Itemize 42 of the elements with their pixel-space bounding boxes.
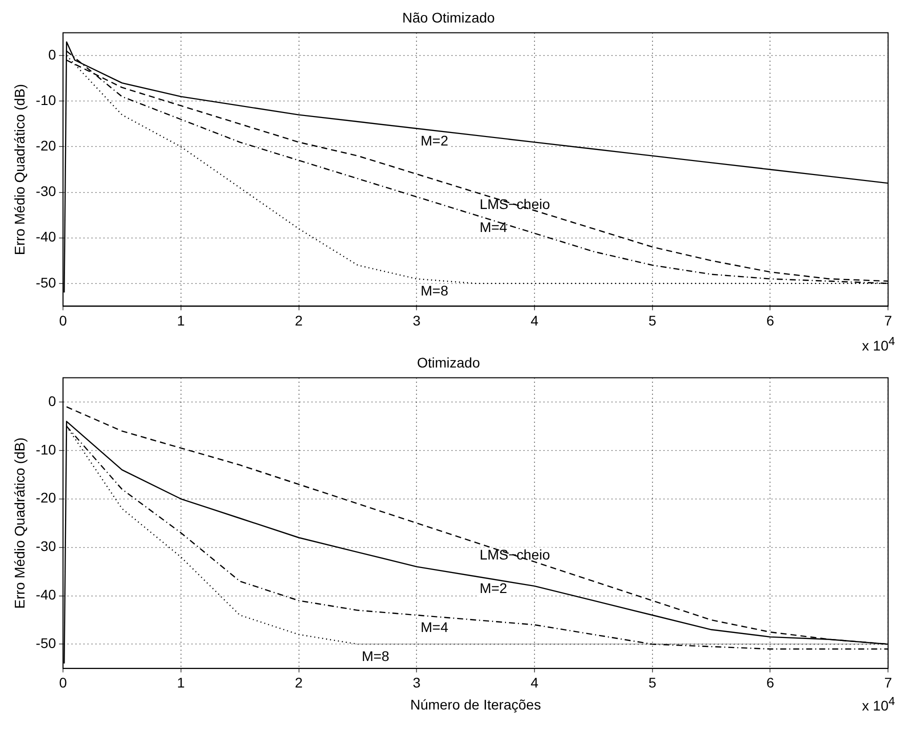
y-tick-label: -10 <box>36 441 56 458</box>
x-tick-label: 3 <box>412 312 421 328</box>
y-axis-title: Erro Médio Quadrático (dB) <box>11 438 28 609</box>
y-tick-label: -10 <box>36 92 56 108</box>
y-tick-label: -30 <box>36 538 56 554</box>
x-tick-label: 0 <box>59 674 68 691</box>
text: x 10$^{4}$ <box>862 335 895 354</box>
chart-title: Não Otimizado <box>402 9 496 26</box>
series-label: M=8 <box>362 648 390 664</box>
x-tick-label: 1 <box>177 674 186 691</box>
y-tick-label: 0 <box>48 46 56 62</box>
y-tick-label: -50 <box>36 274 56 290</box>
x-tick-label: 4 <box>530 674 539 691</box>
x-tick-label: 0 <box>59 312 68 328</box>
series-label: LMS−cheio <box>480 196 550 212</box>
series-label: M=8 <box>420 282 448 299</box>
x-tick-label: 4 <box>530 312 539 328</box>
x-tick-label: 3 <box>412 674 421 691</box>
chart-title: Otimizado <box>416 354 480 370</box>
y-tick-label: 0 <box>48 392 56 409</box>
x-tick-label: 6 <box>766 312 774 328</box>
y-tick-label: -40 <box>36 228 56 245</box>
y-tick-label: -40 <box>36 586 56 603</box>
y-tick-label: -20 <box>36 490 56 506</box>
series-label: M=2 <box>420 132 448 148</box>
x-tick-label: 1 <box>177 312 186 328</box>
text: x 10$^{4}$ <box>862 695 895 714</box>
y-tick-label: -50 <box>36 635 56 652</box>
y-tick-label: -20 <box>36 138 56 154</box>
x-tick-label: 5 <box>648 674 656 691</box>
x-tick-label: 2 <box>294 312 303 328</box>
y-tick-label: -30 <box>36 183 56 200</box>
y-axis-title: Erro Médio Quadrático (dB) <box>11 84 28 256</box>
x-tick-label: 2 <box>294 674 303 691</box>
x-tick-label: 7 <box>884 674 892 691</box>
x-tick-label: 6 <box>766 674 774 691</box>
x-tick-label: 7 <box>884 312 892 328</box>
x-tick-label: 5 <box>648 312 656 328</box>
series-label: M=4 <box>480 218 508 235</box>
series-label: M=4 <box>420 618 448 635</box>
x-axis-title: Número de Iterações <box>410 696 541 712</box>
series-label: M=2 <box>480 580 508 596</box>
